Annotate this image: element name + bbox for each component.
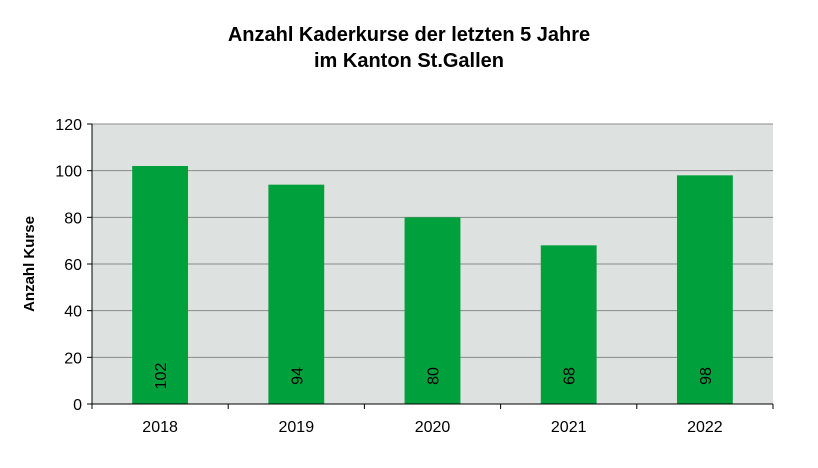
data-label: 94 — [289, 367, 306, 385]
x-tick-label: 2018 — [142, 419, 178, 436]
data-label: 98 — [698, 367, 715, 385]
chart-title-line-2: im Kanton St.Gallen — [313, 50, 505, 72]
y-tick-label: 80 — [64, 210, 82, 227]
y-tick-label: 100 — [55, 164, 82, 181]
chart-title-line-1: Anzahl Kaderkurse der letzten 5 Jahre — [227, 24, 591, 46]
bars — [132, 166, 733, 404]
x-tick-label: 2022 — [687, 419, 723, 436]
y-tick-label: 120 — [55, 117, 82, 134]
y-axis-title: Anzahl Kurse — [21, 216, 38, 312]
bar — [268, 184, 325, 404]
data-label: 80 — [426, 367, 443, 385]
y-tick-label: 60 — [64, 257, 82, 274]
axes — [87, 123, 774, 409]
x-tick-label: 2020 — [415, 419, 451, 436]
y-tick-label: 20 — [64, 350, 82, 367]
bar — [676, 175, 733, 404]
data-label: 102 — [153, 363, 170, 390]
x-tick-label: 2021 — [551, 419, 587, 436]
labels: 0 20 40 60 80 100 120 2018 102 2019 94 2020 80 2021 68… — [55, 117, 723, 436]
bar — [404, 217, 461, 404]
bar — [132, 166, 189, 404]
x-tick-label: 2019 — [279, 419, 315, 436]
data-label: 68 — [562, 367, 579, 385]
y-tick-label: 0 — [73, 397, 82, 414]
bar — [540, 245, 597, 404]
y-tick-label: 40 — [64, 304, 82, 321]
